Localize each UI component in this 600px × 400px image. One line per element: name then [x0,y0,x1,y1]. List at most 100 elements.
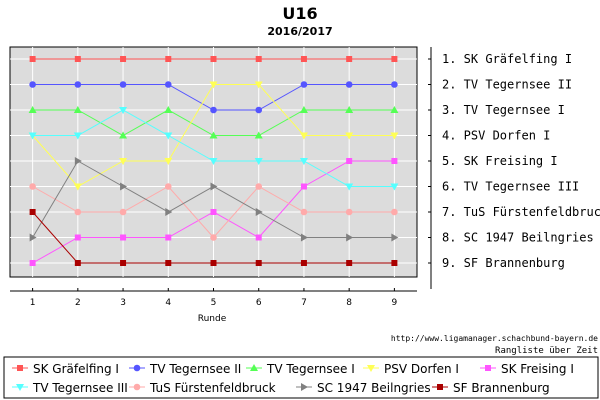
data-point [74,56,81,62]
legend-label: SK Freising I [501,362,574,376]
data-point [255,208,263,216]
data-point [74,234,81,241]
legend-swatch-marker [485,365,491,371]
data-point [120,260,127,266]
legend-swatch-marker [367,365,375,372]
x-tick-label: 1 [30,298,36,308]
legend-label: TV Tegernsee II [149,362,241,376]
series [29,209,398,266]
series [28,107,399,191]
data-point [120,182,128,191]
data-point [164,158,173,165]
data-point [28,106,37,113]
data-point [73,132,82,140]
plot-area: 1 2 3 4 5 6 7 8 9 [9,46,418,308]
data-point [29,81,36,88]
data-point [299,106,308,113]
series [28,106,399,139]
legend-box [3,356,599,399]
x-tick-label: 7 [301,298,307,308]
data-point [346,158,353,164]
data-point [345,183,354,191]
legend-item: SF Brannenburg [432,381,550,395]
legend-item: TuS Fürstenfeldbruck [129,381,276,395]
data-point [165,234,172,241]
data-point [391,260,398,266]
data-point [119,158,128,165]
legend-swatch-marker [133,383,141,391]
legend-item: TV Tegernsee II [129,362,241,376]
data-point [255,234,262,241]
data-point [119,107,128,114]
data-point [29,209,36,215]
data-point [74,208,82,216]
legend-item: TV Tegernsee I [246,362,355,376]
legend-item: PSV Dorfen I [363,362,459,376]
data-point [345,208,353,216]
chart-caption: Rangliste über Zeit [495,346,598,356]
legend-label: SC 1947 Beilngries [317,381,431,395]
x-tick-label: 5 [211,298,217,308]
data-point [164,81,172,88]
data-point [346,56,353,62]
rank-label: 4. PSV Dorfen I [442,129,550,143]
rank-label: 1. SK Gräfelfing I [442,52,572,66]
legend-label: TV Tegernsee III [32,381,128,395]
data-point [255,56,262,62]
x-tick-label: 4 [165,298,171,308]
data-point [120,234,127,241]
legend-label: SK Gräfelfing I [33,362,119,376]
legend-swatch-marker [133,364,141,372]
rank-label: 3. TV Tegernsee I [442,103,565,117]
data-point [119,208,127,216]
rank-label: 9. SF Brannenburg [442,256,565,270]
data-point [74,260,81,266]
legend-label: SF Brannenburg [453,381,550,395]
legend-label: TV Tegernsee I [266,362,355,376]
data-point [210,209,217,215]
legend-swatch-marker [250,364,258,371]
data-point [29,183,36,190]
rank-labels: 1. SK Gräfelfing I 2. TV Tegernsee II 3. T… [428,47,600,289]
data-point [345,81,353,88]
data-point [254,158,263,165]
series [29,157,399,242]
data-point [74,157,82,165]
data-point [300,233,308,242]
data-point [165,56,172,62]
data-point [29,56,36,62]
x-tick-label: 8 [346,298,352,308]
data-point [165,208,173,216]
source-url: http://www.ligamanager.schachbund-bayern… [391,334,598,343]
data-point [210,56,217,62]
legend-label: PSV Dorfen I [384,362,459,376]
data-point [164,132,173,140]
data-point [390,132,399,140]
data-point [29,260,36,266]
x-axis-label: Runde [198,314,227,324]
data-point [346,260,353,266]
data-point [346,233,354,242]
data-point [164,106,173,113]
data-point [209,81,218,89]
data-point [210,234,217,241]
data-point [390,106,399,113]
x-tick-label: 6 [256,298,262,308]
data-point [119,131,128,139]
data-point [209,131,218,139]
data-point [165,260,172,266]
rank-label: 7. TuS Fürstenfeldbruck [442,205,600,219]
data-point [29,233,37,242]
data-point [255,106,263,114]
data-point [119,81,127,88]
data-point [390,183,399,191]
legend-item: SK Gräfelfing I [12,362,119,376]
data-point [391,233,399,242]
legend-label: TuS Fürstenfeldbruck [149,381,276,395]
data-point [255,183,263,190]
data-point [391,56,398,62]
legend: SK Gräfelfing I TV Tegernsee II TV Tegerns… [12,362,574,395]
series [29,56,398,62]
series [29,158,398,266]
